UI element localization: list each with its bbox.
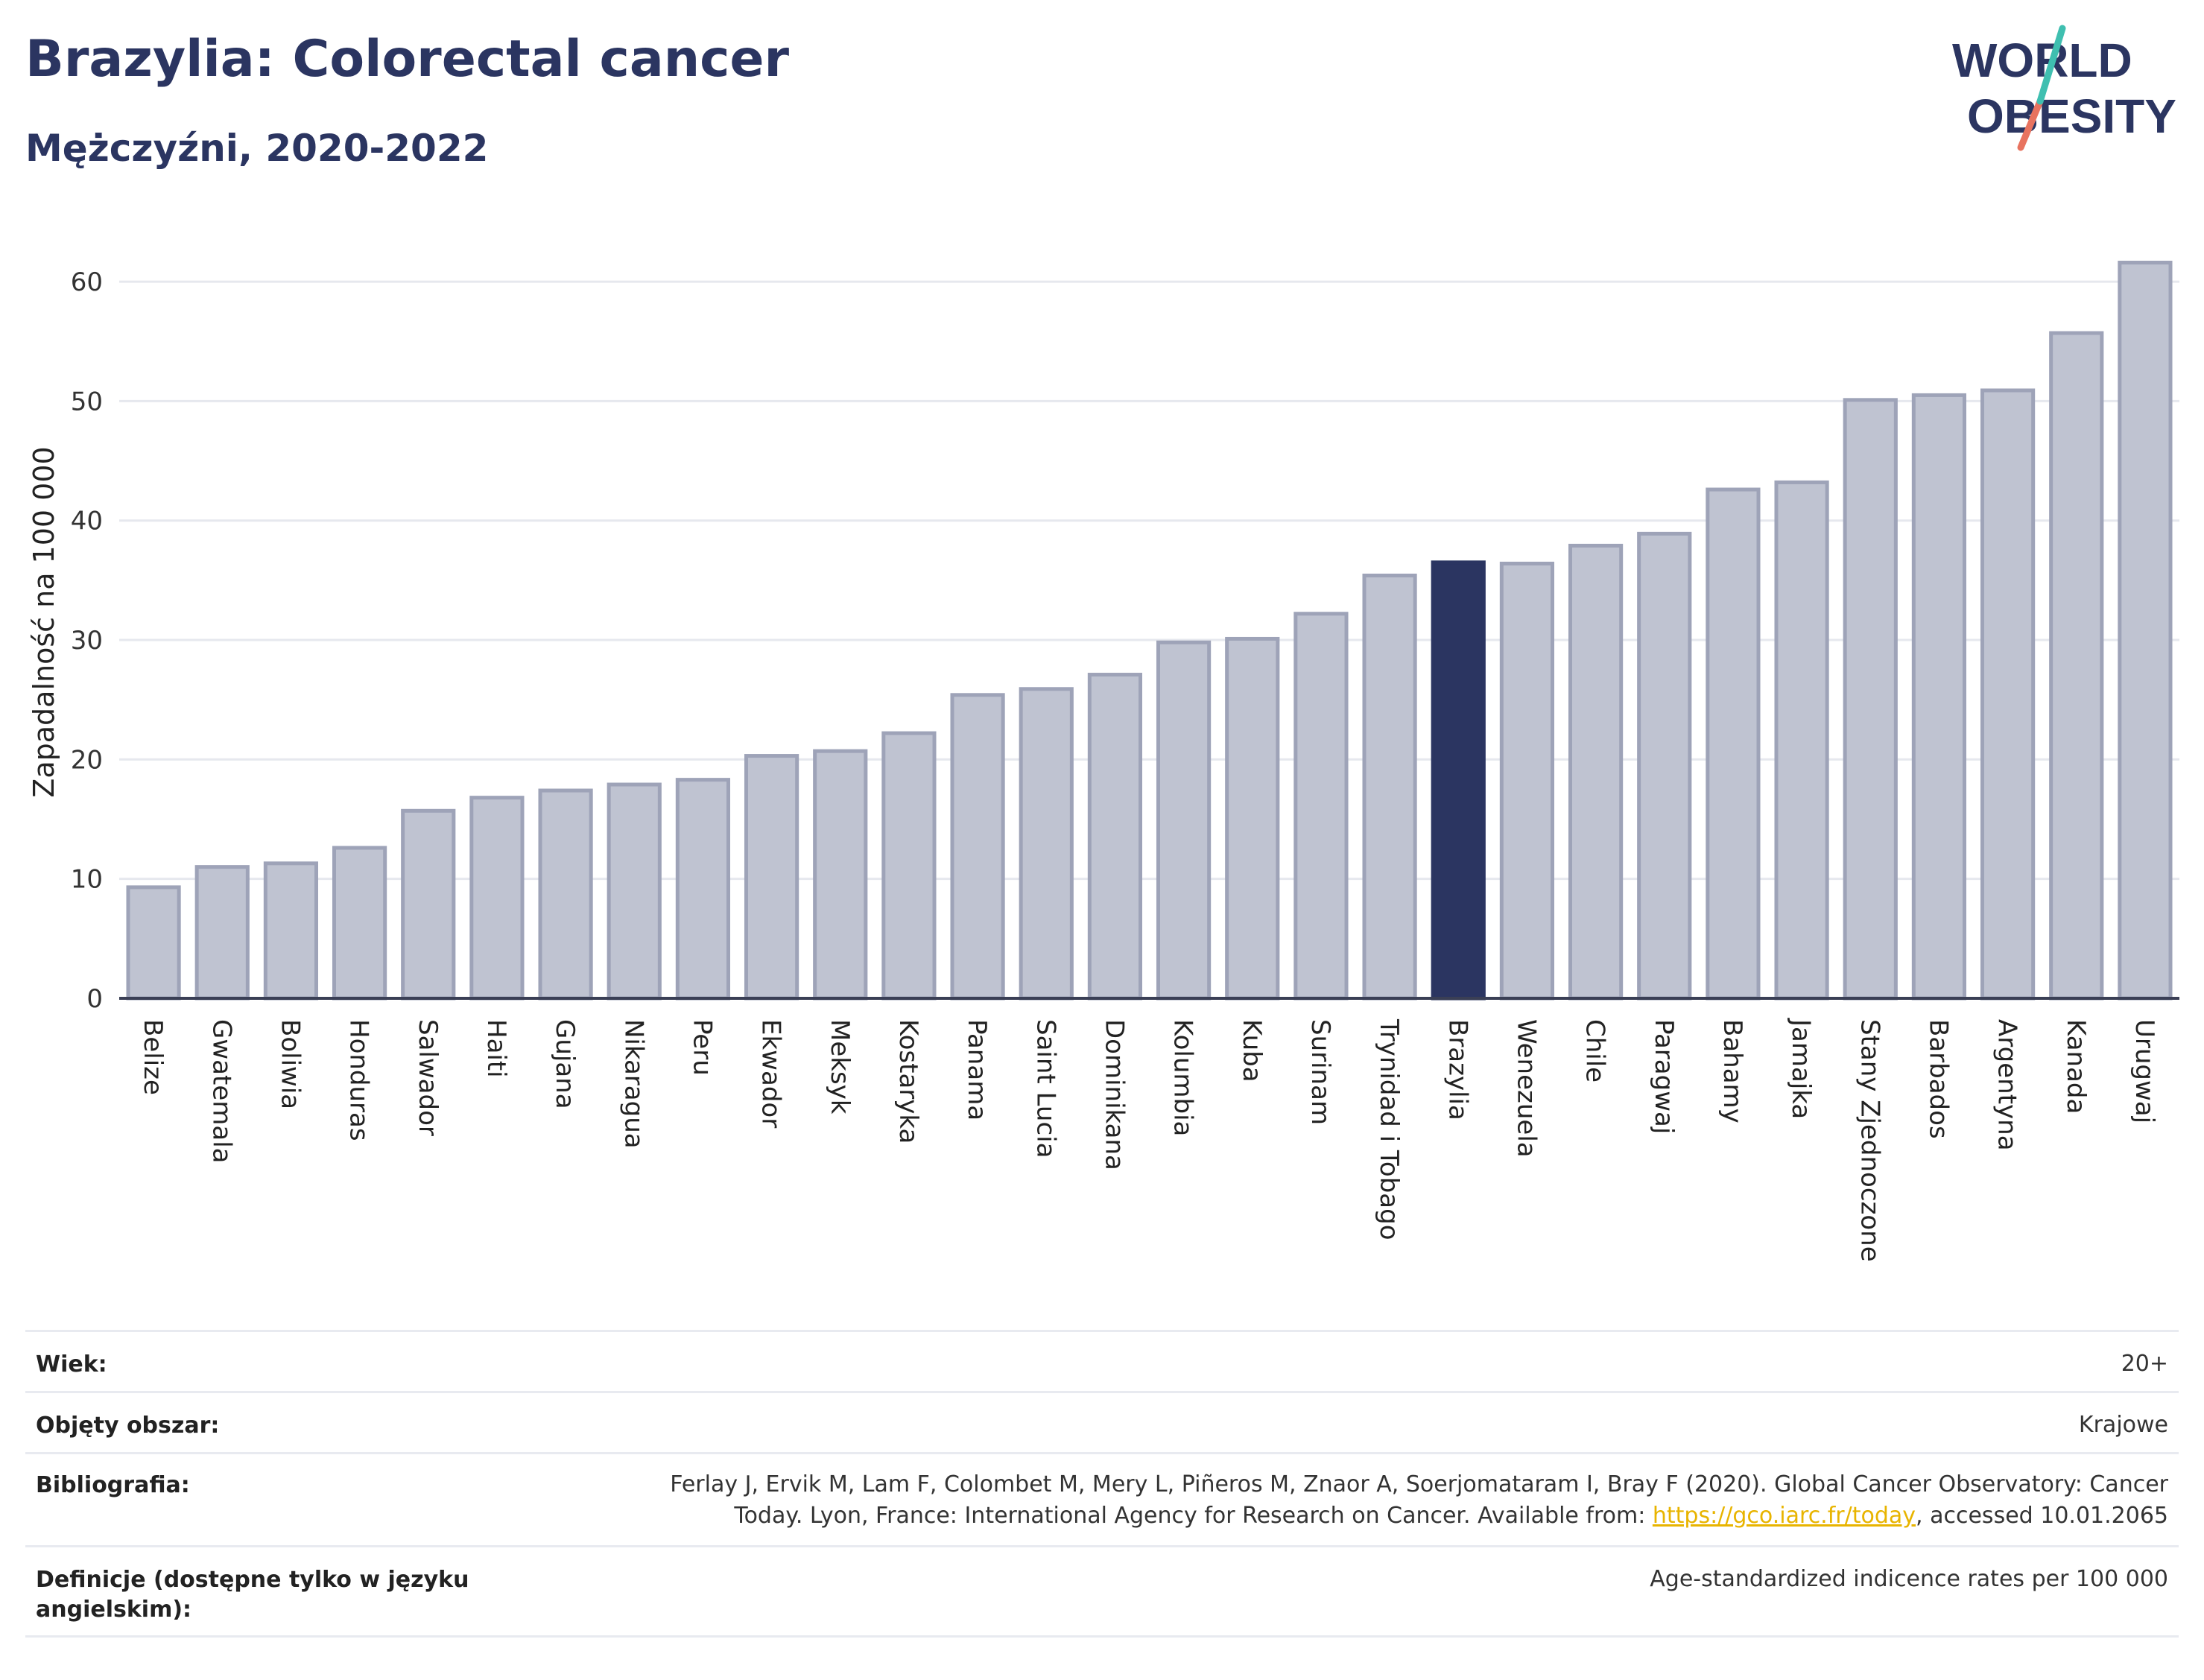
y-tick-label: 60 — [71, 267, 103, 297]
bar-kuba — [1225, 636, 1280, 1001]
x-tick-label: Boliwia — [275, 1019, 305, 1109]
x-tick-label: Ekwador — [756, 1019, 786, 1128]
bar-kolumbia — [1156, 640, 1212, 1001]
meta-row-age: Wiek: 20+ — [25, 1330, 2179, 1391]
x-tick-label: Kostaryka — [893, 1019, 923, 1144]
bar-salwador — [401, 808, 456, 1001]
bar-belize — [126, 885, 181, 1001]
bar-gujana — [538, 788, 593, 1001]
x-tick-label: Panama — [962, 1019, 992, 1120]
x-tick-label: Wenezuela — [1511, 1019, 1541, 1158]
bar-panama — [950, 693, 1005, 1001]
x-tick-label: Stany Zjednoczone — [1855, 1019, 1884, 1262]
bar-urugwaj — [2118, 260, 2173, 1001]
bibliography-line1: Ferlay J, Ervik M, Lam F, Colombet M, Me… — [670, 1471, 2168, 1497]
x-tick-label: Trynidad i Tobago — [1374, 1018, 1404, 1240]
y-tick-label: 40 — [71, 507, 103, 536]
x-tick-label: Peru — [687, 1019, 717, 1076]
bar-trynidad-i-tobago — [1362, 573, 1417, 1001]
bar-honduras — [332, 846, 387, 1001]
bar-stany-zjednoczone — [1843, 398, 1898, 1001]
bibliography-line2: Today. Lyon, France: International Agenc… — [529, 1500, 2168, 1532]
x-tick-label: Surinam — [1305, 1019, 1335, 1125]
bibliography-value: Ferlay J, Ervik M, Lam F, Colombet M, Me… — [529, 1469, 2168, 1532]
bar-nikaragua — [607, 782, 662, 1001]
chart-title: Brazylia: Colorectal cancer — [25, 30, 790, 89]
x-tick-label: Nikaragua — [618, 1019, 648, 1149]
meta-row-definitions: Definicje (dostępne tylko w języku angie… — [25, 1545, 2179, 1638]
bar-argentyna — [1980, 388, 2036, 1001]
logo-line2: OBESITY — [1967, 89, 2176, 143]
age-label: Wiek: — [36, 1351, 107, 1378]
y-tick-label: 30 — [71, 626, 103, 656]
y-tick-label: 20 — [71, 745, 103, 775]
definitions-value: Age-standardized indicence rates per 100… — [1650, 1566, 2168, 1592]
coverage-label: Objęty obszar: — [36, 1413, 220, 1439]
x-tick-label: Gwatemala — [206, 1019, 236, 1163]
bar-brazylia — [1431, 560, 1486, 1001]
bar-jamajka — [1774, 480, 1829, 1001]
y-tick-label: 50 — [71, 387, 103, 416]
bar-saint-lucia — [1019, 687, 1074, 1001]
x-tick-label: Dominikana — [1099, 1019, 1129, 1170]
bar-gwatemala — [194, 865, 250, 1001]
bar-barbados — [1911, 393, 1967, 1001]
x-tick-label: Saint Lucia — [1030, 1019, 1060, 1158]
bar-haiti — [469, 796, 525, 1001]
x-tick-label: Paragwaj — [1649, 1019, 1679, 1134]
x-tick-label: Honduras — [344, 1019, 374, 1141]
bibliography-line2-pre: Today. Lyon, France: International Agenc… — [734, 1503, 1653, 1529]
x-tick-label: Chile — [1580, 1019, 1610, 1083]
x-tick-label: Bahamy — [1717, 1019, 1747, 1123]
x-tick-label: Salwador — [413, 1019, 443, 1136]
bar-kostaryka — [881, 731, 937, 1001]
y-tick-label: 10 — [71, 865, 103, 895]
bar-ekwador — [744, 754, 799, 1001]
world-obesity-logo: WORLD OBESITY — [1952, 25, 2176, 151]
x-tick-label: Brazylia — [1443, 1019, 1472, 1120]
x-tick-label: Kolumbia — [1168, 1019, 1198, 1136]
meta-row-coverage: Objęty obszar: Krajowe — [25, 1391, 2179, 1452]
coverage-value: Krajowe — [2078, 1412, 2168, 1438]
chart-subtitle: Mężczyźni, 2020-2022 — [25, 127, 489, 170]
definitions-label: Definicje (dostępne tylko w języku angie… — [36, 1567, 469, 1623]
bibliography-label: Bibliografia: — [36, 1472, 190, 1498]
bibliography-line2-post: , accessed 10.01.2065 — [1916, 1503, 2168, 1529]
age-value: 20+ — [2121, 1351, 2168, 1377]
bar-surinam — [1293, 612, 1349, 1001]
x-tick-label: Belize — [138, 1019, 168, 1095]
x-tick-label: Gujana — [550, 1019, 580, 1109]
x-tick-label: Meksyk — [825, 1019, 855, 1115]
bar-kanada — [2049, 331, 2104, 1001]
bar-paragwaj — [1637, 531, 1692, 1001]
bibliography-link[interactable]: https://gco.iarc.fr/today — [1652, 1503, 1916, 1529]
y-tick-label: 0 — [86, 984, 103, 1014]
bar-chart: 0 10 20 30 40 50 60 Zapadalność na 100 000 Beliz… — [28, 260, 2179, 1262]
x-tick-label: Argentyna — [1992, 1019, 2022, 1151]
bar-boliwia — [263, 861, 319, 1001]
x-tick-label: Kanada — [2061, 1019, 2091, 1114]
bar-wenezuela — [1499, 561, 1555, 1001]
logo-line1: WORLD — [1952, 34, 2132, 87]
y-axis-label: Zapadalność na 100 000 — [28, 446, 60, 797]
x-tick-label: Barbados — [1923, 1019, 1953, 1139]
x-tick-label: Urugwaj — [2129, 1019, 2159, 1123]
bar-dominikana — [1087, 673, 1143, 1001]
x-tick-label: Kuba — [1237, 1019, 1267, 1083]
x-tick-label: Jamajka — [1786, 1018, 1816, 1119]
bar-meksyk — [813, 749, 868, 1001]
x-tick-label: Haiti — [481, 1019, 511, 1078]
bar-peru — [675, 778, 731, 1001]
bar-chile — [1568, 543, 1624, 1001]
bar-bahamy — [1706, 487, 1761, 1001]
meta-row-bibliography: Bibliografia: Ferlay J, Ervik M, Lam F, … — [25, 1452, 2179, 1545]
